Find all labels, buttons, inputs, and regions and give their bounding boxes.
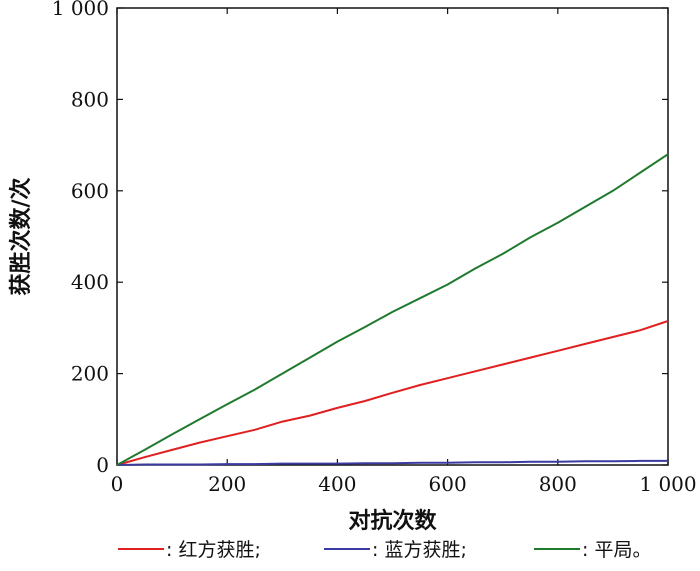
y-tick-label: 600: [71, 179, 109, 203]
x-tick-label: 400: [318, 472, 356, 496]
x-tick-label: 800: [539, 472, 577, 496]
y-tick-label: 200: [71, 362, 109, 386]
series-line-0: [116, 320, 669, 466]
plot-frame: [116, 7, 669, 466]
x-tick-label: 600: [429, 472, 467, 496]
legend-label-2: : 平局。: [582, 539, 651, 561]
ticks: 0 200 400 600 800 1 000 0 200 400 600 800 1 000: [52, 0, 697, 496]
x-axis-label: 对抗次数: [348, 508, 437, 534]
y-tick-label: 800: [71, 87, 109, 111]
x-tick-label: 200: [208, 472, 246, 496]
x-tick-label: 1 000: [639, 472, 696, 496]
y-tick-label: 1 000: [52, 0, 109, 20]
legend: : 红方获胜; : 蓝方获胜; : 平局。: [118, 539, 651, 561]
series-line-1: [116, 459, 668, 466]
y-tick-label: 400: [71, 270, 109, 294]
x-tick-label: 0: [111, 472, 124, 496]
y-tick-label: 0: [96, 453, 109, 477]
series-line-2: [116, 153, 669, 466]
series-layer: [116, 153, 669, 466]
legend-label-1: : 蓝方获胜;: [372, 539, 467, 561]
y-axis-label: 获胜次数/次: [8, 177, 34, 295]
legend-label-0: : 红方获胜;: [166, 539, 261, 561]
